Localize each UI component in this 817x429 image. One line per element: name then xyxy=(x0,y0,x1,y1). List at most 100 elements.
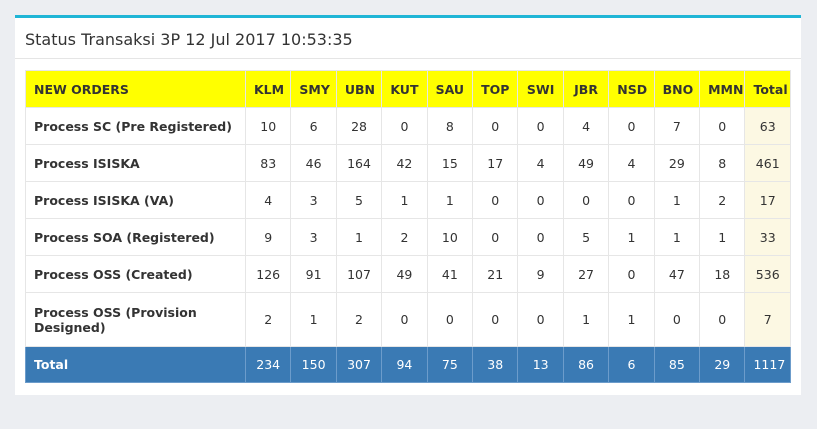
table-row: Process ISISKA (VA) 4 3 5 1 1 0 0 0 0 1 2 17 xyxy=(25,181,791,219)
table-cell: 107 xyxy=(335,255,383,293)
row-label: Process ISISKA (VA) xyxy=(25,181,246,219)
table-cell: 41 xyxy=(426,255,474,293)
footer-cell: 85 xyxy=(653,346,701,383)
table-cell: 4 xyxy=(517,144,564,182)
table-row: Process OSS (Provision Designed) 2 1 2 0 0 0 0 1… xyxy=(25,292,791,347)
table-cell: 2 xyxy=(699,181,746,219)
table-cell: 4 xyxy=(244,181,292,219)
footer-cell: 13 xyxy=(517,346,564,383)
table-cell: 8 xyxy=(699,144,746,182)
table-cell: 0 xyxy=(517,181,564,219)
table-cell: 9 xyxy=(244,218,292,256)
table-cell: 4 xyxy=(562,107,610,145)
table-cell: 1 xyxy=(699,218,746,256)
footer-cell: 75 xyxy=(426,346,474,383)
table-cell: 1 xyxy=(381,181,428,219)
table-row: Process SC (Pre Registered) 10 6 28 0 8 0 0 4 0 7 0… xyxy=(25,107,791,145)
row-label: Process SOA (Registered) xyxy=(25,218,246,256)
table-cell: 3 xyxy=(290,218,337,256)
table-cell: 126 xyxy=(244,255,292,293)
row-total-cell: 7 xyxy=(744,292,791,347)
row-label: Process ISISKA xyxy=(25,144,246,182)
panel-title: Status Transaksi 3P 12 Jul 2017 10:53:35 xyxy=(25,30,353,49)
row-label: Process OSS (Created) xyxy=(25,255,246,293)
table-cell: 9 xyxy=(517,255,564,293)
table-cell: 0 xyxy=(517,292,564,347)
status-panel: Status Transaksi 3P 12 Jul 2017 10:53:35… xyxy=(15,15,801,395)
row-total-cell: 63 xyxy=(744,107,791,145)
table-cell: 21 xyxy=(472,255,519,293)
table-cell: 49 xyxy=(381,255,428,293)
column-header: NSD xyxy=(608,70,655,108)
table-cell: 83 xyxy=(244,144,292,182)
table-cell: 1 xyxy=(653,218,701,256)
table-cell: 0 xyxy=(608,181,655,219)
table-cell: 1 xyxy=(562,292,610,347)
table-cell: 8 xyxy=(426,107,474,145)
footer-cell: 29 xyxy=(699,346,746,383)
row-total-cell: 536 xyxy=(744,255,791,293)
table-cell: 0 xyxy=(517,218,564,256)
row-total-cell: 33 xyxy=(744,218,791,256)
table-cell: 29 xyxy=(653,144,701,182)
column-header: SWI xyxy=(517,70,564,108)
table-cell: 2 xyxy=(244,292,292,347)
table-cell: 42 xyxy=(381,144,428,182)
footer-cell: 38 xyxy=(472,346,519,383)
column-header: TOP xyxy=(472,70,519,108)
table-footer-total-row: Total 234 150 307 94 75 38 13 86 6 85 29 1117 xyxy=(25,346,791,383)
table-cell: 46 xyxy=(290,144,337,182)
table-cell: 1 xyxy=(608,292,655,347)
table-row: Process SOA (Registered) 9 3 1 2 10 0 0 5 1 1 1 33 xyxy=(25,218,791,256)
column-header-total: Total xyxy=(744,70,791,108)
table-cell: 0 xyxy=(426,292,474,347)
row-label: Process SC (Pre Registered) xyxy=(25,107,246,145)
column-header: JBR xyxy=(562,70,610,108)
table-cell: 91 xyxy=(290,255,337,293)
table-cell: 47 xyxy=(653,255,701,293)
table-cell: 28 xyxy=(335,107,383,145)
column-header: BNO xyxy=(653,70,701,108)
table-cell: 0 xyxy=(608,107,655,145)
orders-table: NEW ORDERS KLM SMY UBN KUT SAU TOP SWI J… xyxy=(25,70,791,383)
table-cell: 0 xyxy=(562,181,610,219)
table-cell: 0 xyxy=(472,181,519,219)
grand-total-cell: 1117 xyxy=(744,346,791,383)
footer-cell: 86 xyxy=(562,346,610,383)
footer-cell: 234 xyxy=(244,346,292,383)
table-cell: 0 xyxy=(517,107,564,145)
table-cell: 17 xyxy=(472,144,519,182)
column-header: SAU xyxy=(426,70,474,108)
table-cell: 2 xyxy=(335,292,383,347)
column-header: KLM xyxy=(244,70,292,108)
table-cell: 0 xyxy=(608,255,655,293)
column-header: UBN xyxy=(335,70,383,108)
table-cell: 5 xyxy=(562,218,610,256)
header-new-orders: NEW ORDERS xyxy=(25,70,246,108)
table-cell: 15 xyxy=(426,144,474,182)
table-cell: 18 xyxy=(699,255,746,293)
table-cell: 3 xyxy=(290,181,337,219)
title-divider xyxy=(15,58,801,59)
footer-cell: 150 xyxy=(290,346,337,383)
row-total-cell: 461 xyxy=(744,144,791,182)
table-cell: 1 xyxy=(335,218,383,256)
table-cell: 0 xyxy=(699,107,746,145)
table-cell: 0 xyxy=(472,218,519,256)
table-cell: 10 xyxy=(426,218,474,256)
footer-cell: 94 xyxy=(381,346,428,383)
table-cell: 0 xyxy=(381,107,428,145)
table-cell: 2 xyxy=(381,218,428,256)
table-cell: 1 xyxy=(608,218,655,256)
table-cell: 4 xyxy=(608,144,655,182)
table-cell: 0 xyxy=(472,107,519,145)
table-cell: 1 xyxy=(653,181,701,219)
table-cell: 1 xyxy=(290,292,337,347)
table-cell: 0 xyxy=(699,292,746,347)
table-cell: 27 xyxy=(562,255,610,293)
table-cell: 5 xyxy=(335,181,383,219)
table-row: Process ISISKA 83 46 164 42 15 17 4 49 4 29 8 461 xyxy=(25,144,791,182)
table-cell: 1 xyxy=(426,181,474,219)
table-cell: 0 xyxy=(472,292,519,347)
table-cell: 6 xyxy=(290,107,337,145)
